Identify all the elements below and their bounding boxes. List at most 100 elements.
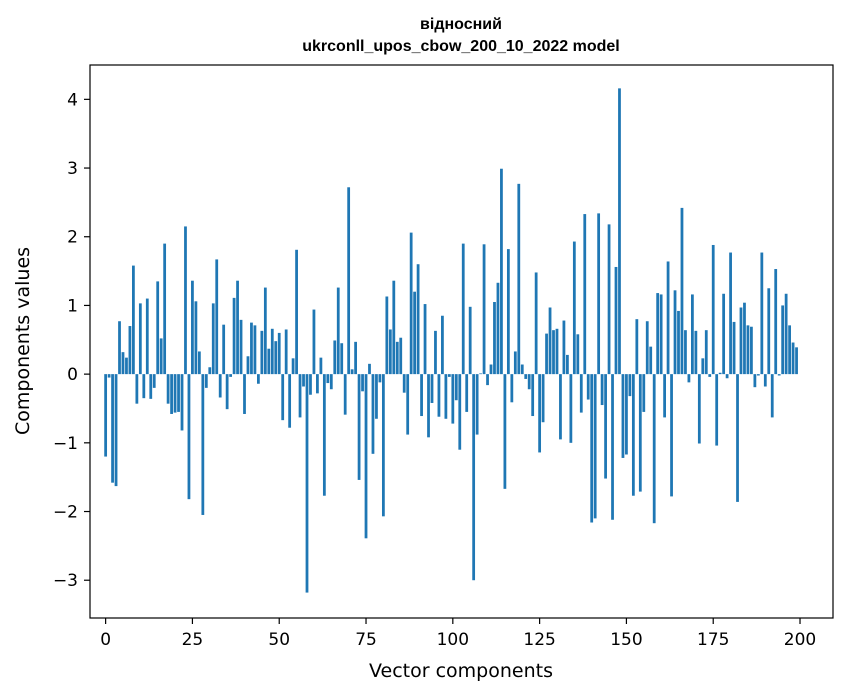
x-axis-ticks: 0 25 50 75 100 125 150 175 200 — [100, 618, 816, 650]
bar-103 — [461, 243, 465, 375]
bar-46 — [263, 287, 267, 375]
bar-48 — [270, 328, 274, 375]
bar-130 — [555, 328, 559, 375]
bar-139 — [586, 374, 590, 400]
bar-115 — [503, 374, 507, 489]
bar-147 — [614, 266, 618, 375]
bar-34 — [222, 324, 226, 375]
x-tick-label-100: 100 — [437, 630, 469, 650]
bar-52 — [284, 329, 288, 375]
bar-105 — [468, 306, 472, 375]
bar-119 — [517, 183, 521, 375]
bar-187 — [753, 374, 757, 388]
bar-141 — [593, 374, 597, 519]
bar-155 — [642, 374, 646, 412]
bar-87 — [406, 374, 410, 435]
bar-72 — [354, 341, 357, 375]
x-tick-label-175: 175 — [697, 630, 729, 650]
bar-67 — [336, 287, 340, 375]
y-tick-label-1: 1 — [67, 296, 78, 316]
bar-68 — [340, 343, 344, 375]
bar-18 — [166, 374, 170, 404]
bar-55 — [295, 249, 298, 375]
bar-110 — [486, 374, 489, 386]
bar-39 — [239, 319, 243, 375]
bar-6 — [125, 357, 128, 375]
bar-71 — [350, 369, 354, 375]
y-tick-label--3: −3 — [53, 571, 78, 591]
bar-161 — [663, 374, 666, 418]
bar-84 — [395, 341, 399, 375]
bar-65 — [329, 374, 333, 390]
bar-23 — [184, 226, 187, 375]
bar-107 — [475, 374, 479, 435]
bar-199 — [795, 347, 798, 375]
bar-179 — [725, 374, 729, 379]
bar-170 — [694, 330, 698, 375]
bar-177 — [718, 372, 722, 375]
bar-30 — [208, 367, 212, 375]
bar-135 — [572, 241, 576, 375]
bar-104 — [465, 374, 469, 412]
bar-33 — [218, 374, 222, 398]
bar-93 — [427, 374, 430, 438]
bar-25 — [191, 280, 194, 375]
bar-145 — [607, 224, 611, 375]
y-axis-label: Components values — [12, 247, 34, 435]
bar-183 — [739, 307, 743, 375]
bar-127 — [545, 333, 548, 375]
bar-79 — [378, 374, 382, 383]
bar-13 — [149, 374, 153, 399]
bar-89 — [413, 291, 417, 375]
bar-180 — [729, 252, 732, 375]
bar-182 — [736, 374, 739, 502]
bar-188 — [756, 374, 760, 376]
bar-121 — [524, 374, 528, 379]
bar-26 — [194, 301, 198, 375]
bar-2 — [111, 374, 114, 483]
bar-114 — [500, 168, 503, 375]
bar-134 — [569, 374, 573, 443]
bar-122 — [527, 374, 531, 390]
bar-1 — [107, 374, 111, 378]
bar-20 — [173, 374, 177, 413]
bar-69 — [343, 374, 347, 415]
bar-32 — [215, 259, 219, 375]
bar-8 — [132, 265, 135, 375]
y-axis-ticks: −3 −2 −1 0 1 2 3 4 — [53, 90, 90, 591]
bar-157 — [649, 346, 653, 375]
bar-38 — [236, 280, 239, 375]
bar-164 — [673, 290, 677, 375]
bar-44 — [257, 374, 260, 384]
bar-14 — [152, 374, 156, 388]
bar-186 — [750, 326, 753, 375]
bar-151 — [628, 374, 632, 397]
bar-43 — [253, 325, 257, 375]
bar-178 — [722, 293, 726, 375]
bar-28 — [201, 374, 205, 515]
bar-160 — [659, 294, 663, 375]
bar-158 — [652, 374, 656, 524]
bar-142 — [597, 213, 601, 375]
bar-136 — [576, 334, 580, 375]
bar-159 — [656, 293, 660, 375]
bar-128 — [548, 307, 552, 375]
bar-94 — [430, 374, 434, 403]
bar-88 — [409, 232, 413, 375]
bar-60 — [312, 309, 316, 375]
bar-172 — [701, 358, 705, 375]
y-tick-label--2: −2 — [53, 503, 78, 523]
bar-81 — [385, 296, 389, 375]
bar-47 — [267, 348, 271, 375]
y-tick-label-0: 0 — [67, 365, 78, 385]
bar-77 — [371, 374, 375, 454]
bar-166 — [680, 207, 684, 375]
bar-150 — [625, 374, 628, 455]
bar-132 — [562, 320, 566, 375]
bar-97 — [441, 315, 444, 375]
bar-118 — [513, 351, 517, 375]
bar-73 — [357, 374, 361, 480]
bar-11 — [142, 374, 146, 399]
bar-45 — [260, 330, 264, 375]
bar-95 — [434, 330, 437, 375]
